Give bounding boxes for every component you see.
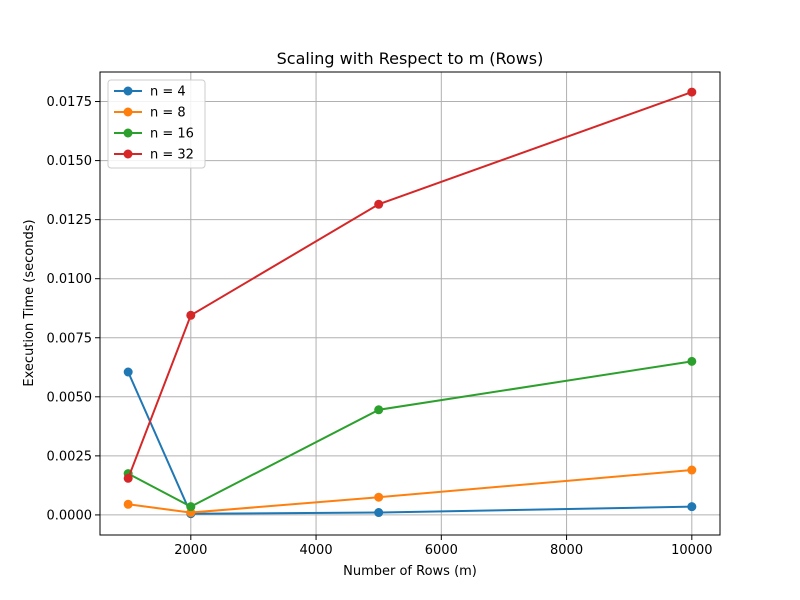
y-tick-label: 0.0125 — [47, 213, 93, 228]
legend-marker — [123, 107, 133, 117]
y-tick-label: 0.0100 — [47, 272, 93, 287]
legend-marker — [123, 128, 133, 138]
legend-box — [107, 79, 206, 169]
data-point — [123, 473, 133, 483]
legend-label: n = 8 — [150, 106, 186, 121]
data-point — [186, 502, 196, 512]
legend-marker — [123, 86, 133, 96]
x-axis: 2000 4000 6000 8000 10000 — [174, 535, 712, 558]
legend-entry: n = 32 — [114, 148, 194, 163]
data-point — [687, 502, 697, 512]
grid-lines — [100, 72, 720, 535]
data-point — [123, 367, 133, 377]
y-axis-label: Execution Time (seconds) — [22, 219, 37, 386]
series-line — [127, 371, 692, 515]
data-point — [687, 87, 697, 97]
legend: n = 4 n = 8 n = 16 n = 32 — [107, 79, 206, 169]
y-tick-label: 0.0175 — [47, 95, 93, 110]
legend-entry: n = 16 — [114, 127, 194, 142]
x-tick-label: 10000 — [671, 543, 712, 558]
legend-label: n = 4 — [150, 85, 186, 100]
series-line — [127, 91, 693, 479]
y-tick-label: 0.0075 — [47, 331, 93, 346]
legend-marker — [123, 149, 133, 159]
data-point — [374, 405, 384, 415]
data-point — [687, 465, 697, 475]
legend-label: n = 32 — [150, 148, 194, 163]
chart-title: Scaling with Respect to m (Rows) — [277, 49, 544, 68]
series-4 — [123, 87, 697, 483]
x-tick-label: 4000 — [300, 543, 333, 558]
legend-entry: n = 4 — [114, 85, 186, 100]
x-tick-label: 6000 — [425, 543, 458, 558]
series-line — [128, 469, 692, 514]
data-point — [374, 199, 384, 209]
x-tick-label: 8000 — [550, 543, 583, 558]
y-tick-label: 0.0150 — [47, 154, 93, 169]
y-axis: 0.0000 0.0025 0.0050 0.0075 0.0100 0.0125 0.01… — [47, 95, 100, 523]
y-tick-label: 0.0050 — [47, 390, 93, 405]
data-point — [374, 492, 384, 502]
x-axis-label: Number of Rows (m) — [343, 564, 477, 579]
y-tick-label: 0.0000 — [47, 508, 93, 523]
plot-frame — [99, 71, 721, 536]
series-2 — [123, 465, 697, 518]
legend-label: n = 16 — [150, 127, 194, 142]
data-point — [687, 356, 697, 366]
data-point — [123, 499, 133, 509]
data-point — [374, 508, 384, 518]
series-layer — [123, 87, 697, 519]
data-point — [186, 310, 196, 320]
series-line — [127, 360, 692, 508]
x-tick-label: 2000 — [174, 543, 207, 558]
y-tick-label: 0.0025 — [47, 449, 93, 464]
legend-entry: n = 8 — [114, 106, 186, 121]
